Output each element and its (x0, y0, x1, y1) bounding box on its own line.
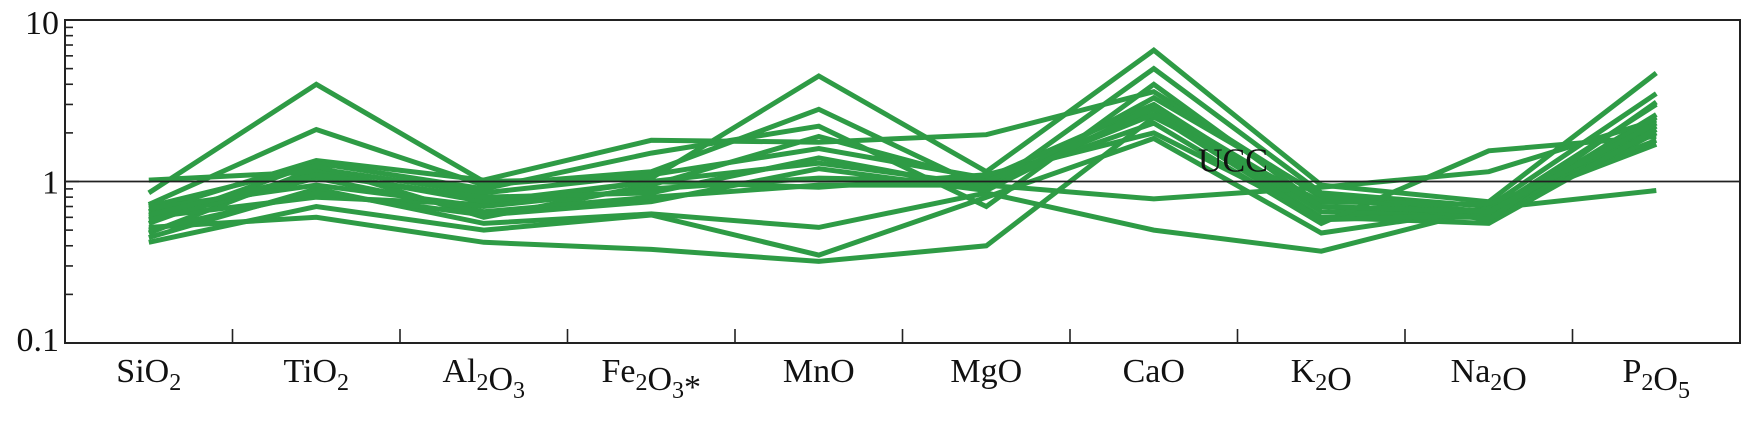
label-part: * (684, 369, 701, 406)
label-part: P (1623, 353, 1642, 390)
series-layer (147, 47, 1658, 264)
label-part: Na (1451, 353, 1491, 390)
subscript: 2 (169, 370, 181, 396)
x-category-label: Al2O3 (442, 353, 525, 404)
label-part: Fe (601, 353, 635, 390)
label-part: TiO (283, 353, 337, 390)
subscript: 2 (1490, 370, 1502, 396)
series-line-7 (148, 120, 1657, 227)
x-category-label: TiO2 (283, 353, 349, 396)
label-part: Al (442, 353, 476, 390)
series-line-15 (148, 103, 1658, 233)
subscript: 5 (1678, 378, 1690, 404)
label-part: SiO (116, 353, 169, 390)
x-category-label: Na2O (1451, 353, 1527, 398)
subscript: 2 (1315, 370, 1327, 396)
label-part: MgO (950, 353, 1022, 390)
series-line-8 (148, 114, 1658, 264)
label-part: CaO (1123, 353, 1185, 390)
x-category-label: MgO (950, 353, 1022, 390)
label-part: O (1502, 361, 1527, 398)
subscript: 3 (672, 378, 684, 404)
label-part: O (488, 361, 513, 398)
x-category-label: K2O (1291, 353, 1352, 398)
subscript: 2 (476, 370, 488, 396)
x-category-label: P2O5 (1623, 353, 1690, 404)
label-part: MnO (783, 353, 855, 390)
x-category-label: MnO (783, 353, 855, 390)
y-tick-label: 1 (42, 165, 59, 202)
subscript: 2 (337, 370, 349, 396)
subscript: 3 (513, 378, 525, 404)
label-part: O (1653, 361, 1678, 398)
axes-layer (64, 19, 1741, 344)
ucc-reference-label: UCC (1198, 143, 1268, 180)
label-part: O (1327, 361, 1352, 398)
series-line-2 (147, 65, 1658, 210)
y-tick-label: 10 (25, 5, 59, 42)
x-category-label: SiO2 (116, 353, 181, 396)
series-line-1 (147, 47, 1658, 205)
series-line-4 (147, 81, 1658, 226)
subscript: 2 (635, 370, 647, 396)
label-part: K (1291, 353, 1316, 390)
x-category-label: Fe2O3* (601, 353, 701, 406)
label-part: O (647, 361, 672, 398)
subscript: 2 (1641, 370, 1653, 396)
y-tick-label: 0.1 (17, 322, 60, 359)
x-category-label: CaO (1123, 353, 1185, 390)
